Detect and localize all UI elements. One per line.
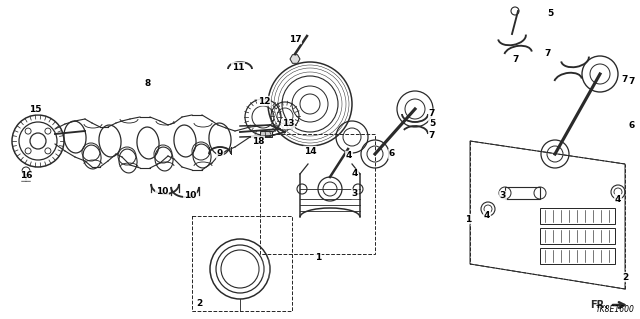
Bar (540, 228, 615, 244)
Polygon shape (290, 55, 300, 63)
Text: 7: 7 (622, 75, 628, 84)
Bar (192, 216, 292, 311)
Text: TK8E1600: TK8E1600 (596, 305, 635, 314)
Text: 5: 5 (429, 120, 435, 129)
Bar (540, 208, 615, 224)
Text: 6: 6 (629, 122, 635, 130)
Text: 11: 11 (232, 63, 244, 71)
Text: 2: 2 (196, 300, 202, 308)
Text: 16: 16 (20, 172, 32, 181)
Text: 4: 4 (346, 152, 352, 160)
Text: 13: 13 (282, 120, 294, 129)
Text: 12: 12 (258, 97, 270, 106)
Text: 5: 5 (547, 9, 553, 18)
Text: 4: 4 (615, 195, 621, 204)
Text: 7: 7 (429, 109, 435, 118)
Text: 3: 3 (352, 189, 358, 198)
Text: 1: 1 (315, 253, 321, 262)
Text: 10: 10 (184, 190, 196, 199)
Text: 3: 3 (500, 191, 506, 201)
Text: 6: 6 (389, 150, 395, 159)
Text: 7: 7 (513, 55, 519, 63)
Text: 10: 10 (156, 188, 168, 197)
Text: 15: 15 (29, 105, 41, 114)
Bar (260, 131, 272, 137)
Text: 9: 9 (217, 150, 223, 159)
Text: 7: 7 (629, 77, 635, 85)
Text: FR.: FR. (590, 300, 608, 310)
Text: 4: 4 (484, 211, 490, 220)
Bar (505, 187, 540, 199)
Bar (540, 248, 615, 264)
Text: 8: 8 (145, 79, 151, 88)
Bar (260, 134, 375, 254)
Text: 4: 4 (352, 169, 358, 179)
Text: 18: 18 (252, 137, 264, 145)
Text: 14: 14 (304, 146, 316, 155)
Text: 2: 2 (622, 272, 628, 281)
Text: 7: 7 (429, 131, 435, 140)
Text: 1: 1 (465, 214, 471, 224)
Text: 17: 17 (289, 34, 301, 43)
Text: 7: 7 (545, 49, 551, 58)
